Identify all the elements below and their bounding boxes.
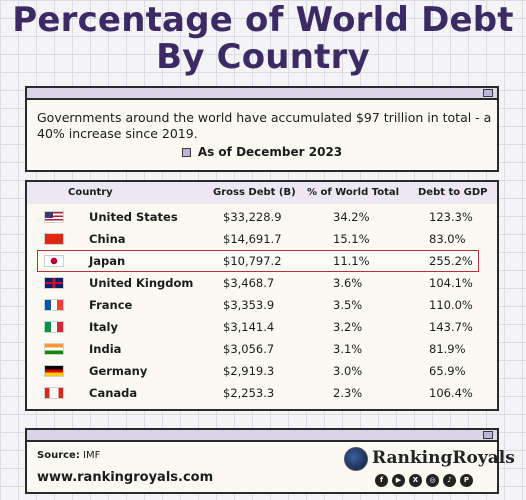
france-flag-icon [44,299,64,311]
debt-gdp-cell: 110.0% [429,298,473,312]
us-flag-icon [44,211,64,223]
country-cell: Canada [89,386,138,400]
source-value: IMF [79,450,101,461]
as-of-date: As of December 2023 [27,145,497,159]
footer-panel-titlebar [27,430,497,442]
gross-debt-cell: $3,353.9 [223,298,275,312]
uk-flag-icon [44,277,64,289]
debt-gdp-cell: 106.4% [429,386,473,400]
debt-gdp-cell: 255.2% [429,254,473,268]
website-link[interactable]: www.rankingroyals.com [37,470,214,485]
country-cell: United States [89,210,178,224]
title-line-1: Percentage of World Debt [12,0,514,40]
debt-gdp-cell: 83.0% [429,232,466,246]
x-icon[interactable]: X [409,474,422,487]
gross-debt-cell: $10,797.2 [223,254,282,268]
table-row: India $3,056.7 3.1% 81.9% [27,338,497,360]
intro-panel-titlebar [27,88,497,100]
pct-world-cell: 34.2% [333,210,370,224]
country-cell: Japan [89,254,126,268]
as-of-label: As of December 2023 [197,145,343,159]
us-flag-canton [45,212,53,218]
facebook-icon[interactable]: f [375,474,388,487]
country-cell: France [89,298,133,312]
column-header-pct-world: % of World Total [307,187,400,198]
brand-name: RankingRoyals [372,448,515,468]
pct-world-cell: 3.2% [333,320,363,334]
column-header-debt-gdp: Debt to GDP [418,187,488,198]
pinterest-icon[interactable]: P [460,474,473,487]
germany-flag-icon [44,365,64,377]
uk-flag-cross [45,278,63,288]
india-flag-icon [44,343,64,355]
country-cell: China [89,232,126,246]
country-cell: India [89,342,122,356]
intro-description: Governments around the world have accumu… [37,110,492,141]
table-row: France $3,353.9 3.5% 110.0% [27,294,497,316]
instagram-icon[interactable]: ◎ [426,474,439,487]
table-header: Country Gross Debt (B) % of World Total … [27,182,497,204]
debt-table-panel: Country Gross Debt (B) % of World Total … [25,180,499,411]
window-square-icon [483,89,493,97]
table-row: Germany $2,919.3 3.0% 65.9% [27,360,497,382]
table-row: Japan $10,797.2 11.1% 255.2% [27,250,497,272]
pct-world-cell: 15.1% [333,232,370,246]
country-cell: Germany [89,364,148,378]
gross-debt-cell: $2,253.3 [223,386,275,400]
square-bullet-icon [181,148,191,157]
window-square-icon [483,431,493,439]
debt-gdp-cell: 143.7% [429,320,473,334]
debt-gdp-cell: 123.3% [429,210,473,224]
tiktok-icon[interactable]: ♪ [443,474,456,487]
debt-gdp-cell: 65.9% [429,364,466,378]
source-note: Source: IMF [37,450,100,461]
source-label: Source: [37,450,80,461]
globe-logo-icon [344,447,368,471]
gross-debt-cell: $3,056.7 [223,342,275,356]
table-row: Canada $2,253.3 2.3% 106.4% [27,382,497,404]
table-row: United Kingdom $3,468.7 3.6% 104.1% [27,272,497,294]
gross-debt-cell: $2,919.3 [223,364,275,378]
gross-debt-cell: $3,468.7 [223,276,275,290]
intro-panel: Governments around the world have accumu… [25,86,499,172]
pct-world-cell: 3.1% [333,342,363,356]
pct-world-cell: 3.6% [333,276,363,290]
pct-world-cell: 2.3% [333,386,363,400]
footer-panel: Source: IMF www.rankingroyals.com Rankin… [25,428,515,494]
page-title: Percentage of World Debt By Country [0,2,526,76]
debt-gdp-cell: 81.9% [429,342,466,356]
pct-world-cell: 3.5% [333,298,363,312]
gross-debt-cell: $33,228.9 [223,210,282,224]
title-line-2: By Country [156,37,370,77]
japan-flag-icon [44,255,64,267]
column-header-country: Country [68,187,113,198]
debt-gdp-cell: 104.1% [429,276,473,290]
china-flag-icon [44,233,64,245]
pct-world-cell: 3.0% [333,364,363,378]
table-row: China $14,691.7 15.1% 83.0% [27,228,497,250]
gross-debt-cell: $3,141.4 [223,320,275,334]
country-cell: United Kingdom [89,276,194,290]
pct-world-cell: 11.1% [333,254,370,268]
column-header-gross-debt: Gross Debt (B) [213,187,296,198]
country-cell: Italy [89,320,118,334]
highlighted-row-outline [37,250,479,272]
youtube-icon[interactable]: ▶ [392,474,405,487]
table-row: United States $33,228.9 34.2% 123.3% [27,206,497,228]
gross-debt-cell: $14,691.7 [223,232,282,246]
italy-flag-icon [44,321,64,333]
table-row: Italy $3,141.4 3.2% 143.7% [27,316,497,338]
canada-flag-icon [44,387,64,399]
